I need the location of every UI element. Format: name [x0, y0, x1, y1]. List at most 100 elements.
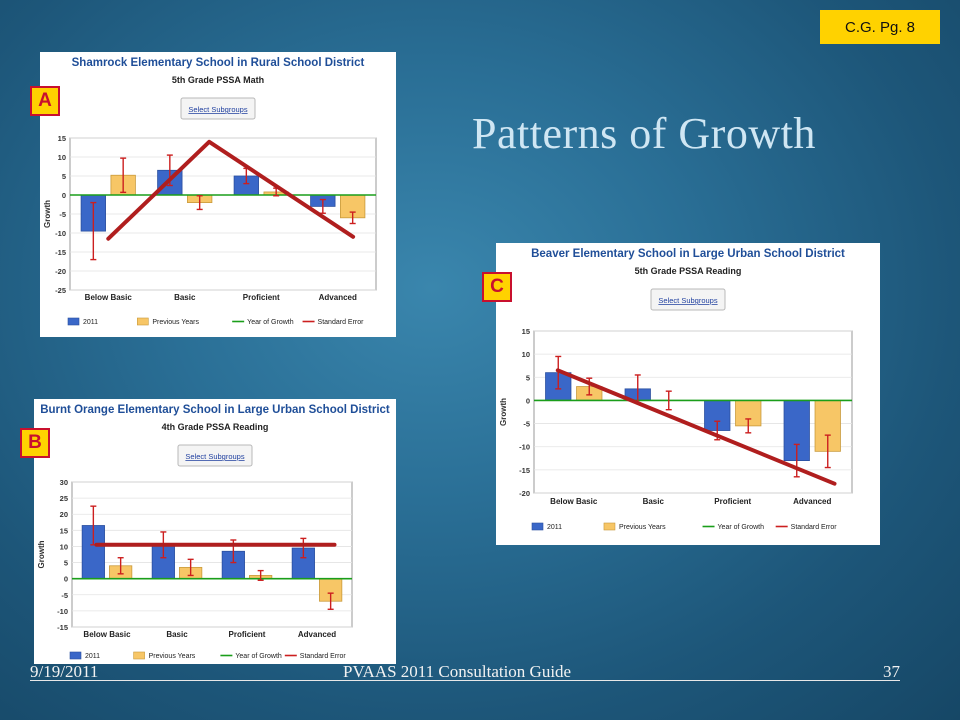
chart-subtitle: 5th Grade PSSA Math [172, 75, 264, 85]
x-category-label: Basic [174, 293, 196, 302]
panel-label-b: B [20, 428, 50, 458]
chart-title: Shamrock Elementary School in Rural Scho… [72, 57, 365, 69]
error-bar [120, 157, 127, 194]
x-category-label: Proficient [243, 293, 280, 302]
x-category-label: Proficient [229, 630, 266, 639]
x-category-label: Below Basic [83, 630, 131, 639]
error-bar [257, 569, 264, 581]
panel-label-a: A [30, 86, 60, 116]
x-category-label: Below Basic [85, 293, 133, 302]
error-bar [793, 443, 800, 478]
x-category-label: Advanced [298, 630, 336, 639]
legend-label: Previous Years [149, 653, 196, 660]
error-bar [90, 201, 97, 261]
legend-swatch-2011 [69, 651, 82, 660]
y-tick-label: 30 [60, 478, 68, 487]
y-tick-label: 5 [64, 559, 68, 568]
select-subgroups-button[interactable]: Select Subgroups [650, 288, 726, 311]
trend-annotation-line [106, 139, 356, 241]
slide-title: Patterns of Growth [472, 109, 816, 158]
footer-title: PVAAS 2011 Consultation Guide [343, 662, 572, 681]
legend-label: Year of Growth [235, 653, 282, 660]
y-tick-label: -25 [55, 286, 66, 295]
page-reference-tag: C.G. Pg. 8 [820, 10, 940, 44]
y-tick-label: 15 [522, 327, 530, 336]
select-subgroups-button[interactable]: Select Subgroups [180, 97, 256, 120]
select-subgroups-button-frame [650, 288, 726, 311]
select-subgroups-button-label: Select Subgroups [185, 452, 244, 461]
chart-panel-a: Shamrock Elementary School in Rural Scho… [40, 52, 396, 337]
legend-label: Previous Years [152, 319, 199, 326]
legend-label: Standard Error [791, 524, 838, 531]
chart-svg-b: Burnt Orange Elementary School in Large … [37, 404, 390, 660]
y-tick-label: -15 [57, 623, 68, 632]
error-bar [327, 592, 334, 610]
error-bar [196, 195, 203, 211]
error-bar [745, 418, 752, 434]
y-tick-label: 10 [60, 542, 68, 551]
legend-label: 2011 [83, 319, 98, 326]
y-tick-label: 25 [60, 494, 68, 503]
trend-annotation-line [555, 368, 837, 486]
error-bar [665, 390, 672, 411]
legend-swatch-previous-years [133, 651, 145, 660]
y-tick-label: 20 [60, 510, 68, 519]
y-tick-label: -10 [519, 443, 530, 452]
legend-label: 2011 [85, 653, 100, 660]
footer-page-number: 37 [883, 662, 900, 681]
select-subgroups-button-frame [180, 97, 256, 120]
chart-subtitle: 4th Grade PSSA Reading [162, 422, 269, 432]
x-category-label: Below Basic [550, 497, 598, 506]
y-tick-label: 5 [62, 172, 66, 181]
footer-date: 9/19/2011 [30, 662, 99, 681]
select-subgroups-button-label: Select Subgroups [188, 105, 247, 114]
y-axis-label: Growth [499, 398, 508, 426]
legend-swatch-2011 [67, 317, 80, 326]
chart-title: Burnt Orange Elementary School in Large … [40, 404, 390, 416]
legend-label: 2011 [547, 524, 562, 531]
y-tick-label: -20 [55, 267, 66, 276]
y-tick-label: 5 [526, 373, 530, 382]
y-tick-label: 10 [522, 350, 530, 359]
y-tick-label: 0 [62, 191, 66, 200]
x-category-label: Proficient [714, 497, 751, 506]
legend-label: Year of Growth [247, 319, 294, 326]
x-category-label: Advanced [319, 293, 357, 302]
y-tick-label: 0 [526, 396, 530, 405]
y-tick-label: 10 [58, 153, 66, 162]
y-tick-label: -5 [523, 420, 530, 429]
x-category-label: Basic [643, 497, 665, 506]
y-axis-label: Growth [43, 200, 52, 228]
legend-swatch-previous-years [137, 317, 149, 326]
error-bar [586, 377, 593, 396]
error-bar [187, 558, 194, 577]
error-bar [349, 211, 356, 225]
x-category-label: Advanced [793, 497, 831, 506]
select-subgroups-button-label: Select Subgroups [658, 296, 717, 305]
select-subgroups-button-frame [177, 444, 253, 467]
chart-panel-b: Burnt Orange Elementary School in Large … [34, 399, 396, 664]
chart-panel-c: Beaver Elementary School in Large Urban … [496, 243, 880, 545]
legend-label: Previous Years [619, 524, 666, 531]
chart-svg-c: Beaver Elementary School in Large Urban … [499, 248, 853, 531]
legend-swatch-2011 [531, 522, 544, 531]
chart-title: Beaver Elementary School in Large Urban … [531, 248, 845, 260]
y-tick-label: -15 [55, 248, 66, 257]
y-tick-label: -10 [57, 607, 68, 616]
y-tick-label: -5 [59, 210, 66, 219]
panel-label-c: C [482, 272, 512, 302]
error-bar [555, 355, 562, 390]
y-tick-label: -20 [519, 489, 530, 498]
error-bar [824, 434, 831, 469]
y-tick-label: -10 [55, 229, 66, 238]
legend-label: Standard Error [300, 653, 347, 660]
y-tick-label: 0 [64, 575, 68, 584]
chart-svg-a: Shamrock Elementary School in Rural Scho… [43, 57, 377, 326]
y-tick-label: 15 [58, 134, 66, 143]
y-axis-label: Growth [37, 540, 46, 568]
select-subgroups-button[interactable]: Select Subgroups [177, 444, 253, 467]
y-tick-label: 15 [60, 526, 68, 535]
error-bar [300, 537, 307, 559]
chart-subtitle: 5th Grade PSSA Reading [635, 266, 742, 276]
y-tick-label: -5 [61, 591, 68, 600]
